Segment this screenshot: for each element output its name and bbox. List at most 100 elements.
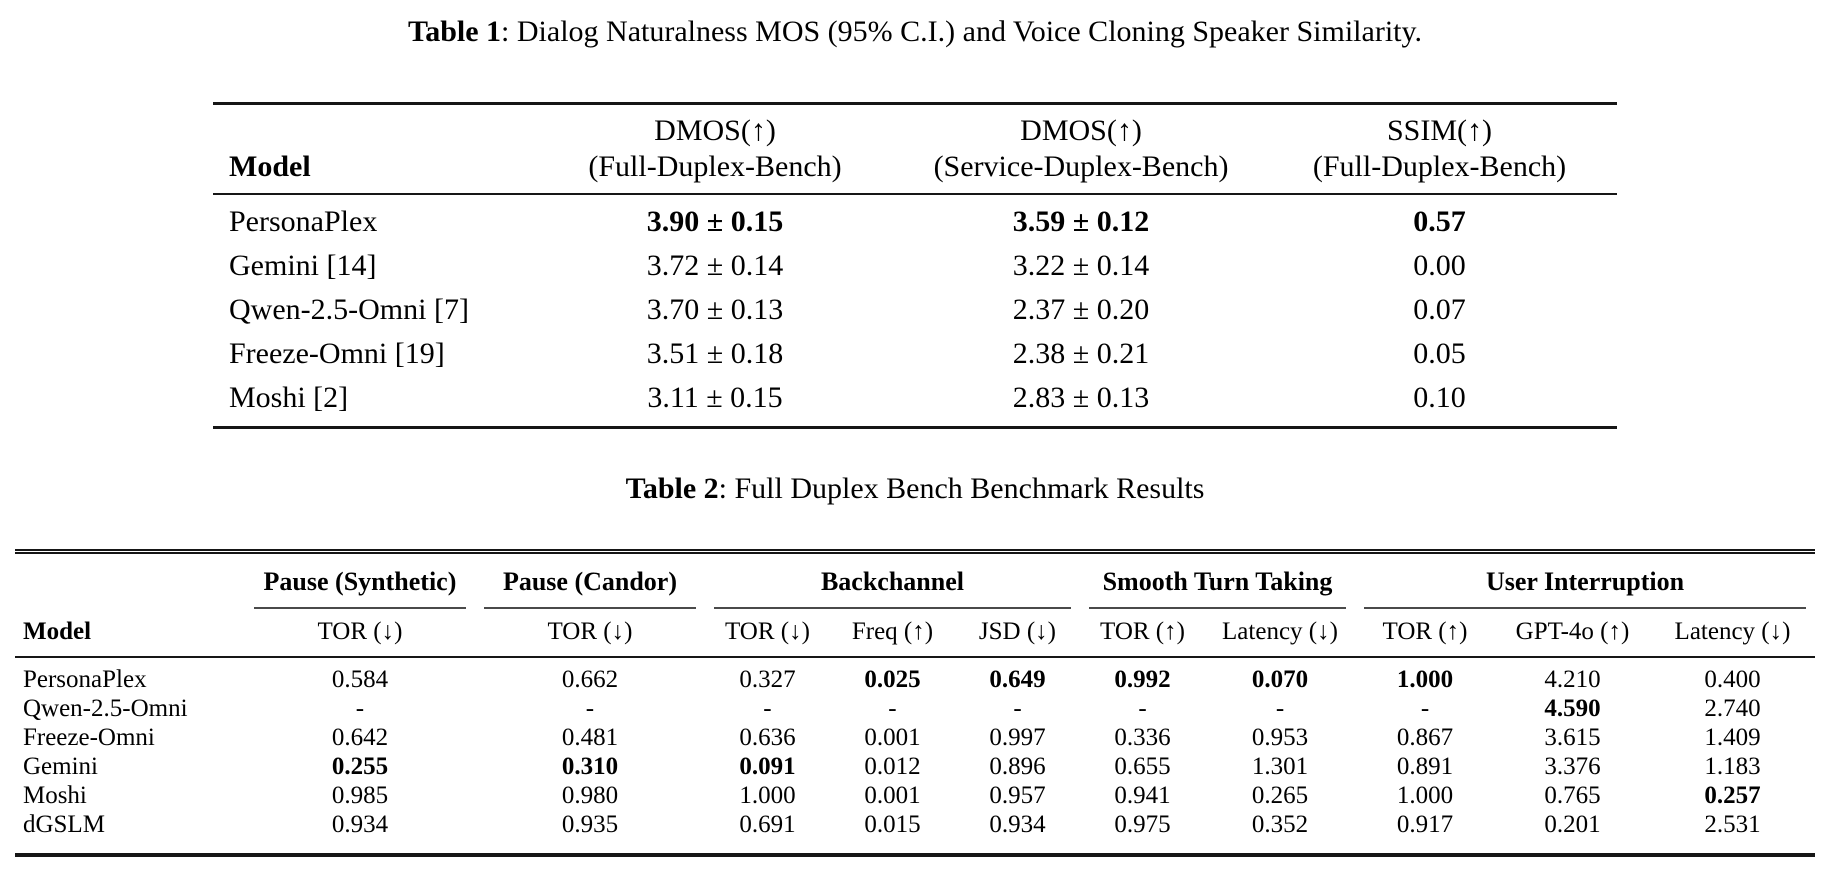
value-cell: -	[1275, 695, 1285, 722]
value-cell: 2.531	[1704, 811, 1761, 838]
value-cell: 0.310	[561, 753, 619, 780]
value-cell: 0.980	[561, 782, 619, 809]
table2-subheader-tor-pause-candor: TOR (↓)	[474, 609, 705, 658]
value-cell: 3.70 ± 0.13	[646, 293, 784, 326]
value-cell: 0.255	[331, 753, 389, 780]
value-cell: -	[1420, 695, 1430, 722]
value-cell: 0.481	[561, 724, 619, 751]
table1-header-col-dmos-sdb: DMOS(↑) (Service-Duplex-Bench)	[900, 103, 1262, 195]
table2-group-pause-synthetic-label: Pause (Synthetic)	[253, 566, 466, 609]
table1-col2-metric: DMOS(↑)	[1020, 114, 1142, 147]
table2-group-empty-cell	[15, 552, 245, 610]
table2-subheader-gpt4o: GPT-4o (↑)	[1494, 609, 1650, 658]
value-cell: 1.000	[739, 782, 796, 809]
table2-group-pause-candor-label: Pause (Candor)	[483, 566, 696, 609]
table1-header-col-ssim: SSIM(↑) (Full-Duplex-Bench)	[1262, 103, 1617, 195]
table2-group-smooth-turn-taking: Smooth Turn Taking	[1080, 552, 1355, 609]
table1-caption: Table 1: Dialog Naturalness MOS (95% C.I…	[0, 14, 1830, 50]
table-row: Qwen-2.5-Omni - - - - - - - - 4.590 2.740	[15, 694, 1815, 723]
table-row: Moshi 0.985 0.980 1.000 0.001 0.957 0.941 0.265…	[15, 781, 1815, 810]
table1-col1-metric: DMOS(↑)	[654, 114, 776, 147]
value-cell: 0.070	[1251, 666, 1309, 693]
value-cell: 0.57	[1413, 205, 1466, 238]
value-cell: 0.015	[864, 811, 921, 838]
value-cell: 0.091	[739, 753, 796, 780]
value-cell: -	[1013, 695, 1022, 722]
value-cell: 0.336	[1114, 724, 1171, 751]
value-cell: 0.025	[864, 666, 921, 693]
value-cell: 1.409	[1704, 724, 1761, 751]
value-cell: 0.07	[1413, 293, 1466, 326]
value-cell: -	[1138, 695, 1147, 722]
value-cell: 0.997	[989, 724, 1046, 751]
model-name-cell: Moshi	[22, 782, 87, 809]
table2-group-user-interruption: User Interruption	[1355, 552, 1815, 609]
table2-subheader-latency-stt: Latency (↓)	[1204, 609, 1355, 658]
table1-caption-text: : Dialog Naturalness MOS (95% C.I.) and …	[501, 15, 1423, 48]
table-row: Freeze-Omni 0.642 0.481 0.636 0.001 0.997 0.33…	[15, 723, 1815, 752]
table1-header: Model DMOS(↑) (Full-Duplex-Bench) DMOS(↑…	[213, 103, 1617, 195]
value-cell: 0.655	[1114, 753, 1171, 780]
table1-caption-label: Table 1	[407, 15, 502, 48]
table2-subheader-tor-pause-synthetic: TOR (↓)	[244, 609, 475, 658]
table2-subheader-tor-ui: TOR (↑)	[1354, 609, 1495, 658]
table2-group-smooth-turn-taking-label: Smooth Turn Taking	[1088, 566, 1346, 609]
table1-header-model: Model	[213, 103, 530, 195]
table1-header-row: Model DMOS(↑) (Full-Duplex-Bench) DMOS(↑…	[213, 103, 1617, 195]
value-cell: 0.012	[864, 753, 921, 780]
value-cell: 3.376	[1544, 753, 1601, 780]
model-name-cell: PersonaPlex	[229, 205, 378, 238]
value-cell: 2.37 ± 0.20	[1012, 293, 1150, 326]
table1: Model DMOS(↑) (Full-Duplex-Bench) DMOS(↑…	[213, 102, 1617, 429]
table2-subheader-latency-ui: Latency (↓)	[1649, 609, 1816, 658]
value-cell: 0.891	[1396, 753, 1454, 780]
value-cell: 0.636	[739, 724, 796, 751]
table1-col1-bench: (Full-Duplex-Bench)	[588, 150, 842, 183]
value-cell: 1.183	[1704, 753, 1761, 780]
value-cell: 0.662	[561, 666, 619, 693]
value-cell: 1.000	[1396, 666, 1454, 693]
value-cell: 0.935	[561, 811, 619, 838]
value-cell: 0.400	[1704, 666, 1761, 693]
table1-col3-metric: SSIM(↑)	[1386, 114, 1492, 147]
value-cell: 3.615	[1544, 724, 1601, 751]
value-cell: 0.327	[739, 666, 796, 693]
value-cell: 0.985	[331, 782, 389, 809]
table1-model-header-label: Model	[229, 150, 311, 183]
table2-group-user-interruption-label: User Interruption	[1363, 566, 1807, 609]
table2-subheader-model: Model	[14, 609, 245, 658]
value-cell: 0.975	[1114, 811, 1171, 838]
value-cell: 4.590	[1544, 695, 1601, 722]
value-cell: 3.22 ± 0.14	[1012, 249, 1150, 282]
table2-subheader-freq: Freq (↑)	[829, 609, 955, 658]
table2-caption-label: Table 2	[625, 472, 719, 505]
value-cell: 1.000	[1396, 782, 1454, 809]
model-name-cell: dGSLM	[22, 811, 105, 838]
value-cell: -	[355, 695, 365, 722]
table-row: PersonaPlex 3.90 ± 0.15 3.59 ± 0.12 0.57	[213, 194, 1617, 244]
value-cell: -	[888, 695, 897, 722]
value-cell: -	[585, 695, 595, 722]
model-name-cell: Gemini	[22, 753, 98, 780]
table2-subheader-tor-stt: TOR (↑)	[1079, 609, 1205, 658]
model-name-cell: Freeze-Omni	[22, 724, 155, 751]
model-name-cell: Gemini [14]	[229, 249, 377, 282]
table1-body: PersonaPlex 3.90 ± 0.15 3.59 ± 0.12 0.57 Gem…	[213, 194, 1617, 428]
value-cell: 0.001	[864, 782, 921, 809]
table2: Pause (Synthetic) Pause (Candor) Backcha…	[14, 549, 1816, 857]
table-row: Qwen-2.5-Omni [7] 3.70 ± 0.13 2.37 ± 0.20 0…	[213, 288, 1617, 332]
table1-col2-bench: (Service-Duplex-Bench)	[933, 150, 1229, 183]
table-row: Gemini [14] 3.72 ± 0.14 3.22 ± 0.14 0.00	[213, 244, 1617, 288]
table2-caption-text: : Full Duplex Bench Benchmark Results	[718, 472, 1205, 505]
table1-header-col-dmos-fdb: DMOS(↑) (Full-Duplex-Bench)	[530, 103, 900, 195]
value-cell: 3.11 ± 0.15	[647, 381, 783, 414]
value-cell: 0.934	[989, 811, 1046, 838]
table-row: Gemini 0.255 0.310 0.091 0.012 0.896 0.655 1.30…	[15, 752, 1815, 781]
table2-subheader-row: Model TOR (↓) TOR (↓) TOR (↓) Freq (↑) J…	[14, 609, 1816, 658]
table2-group-pause-synthetic: Pause (Synthetic)	[245, 552, 475, 609]
value-cell: 0.691	[739, 811, 796, 838]
value-cell: 0.917	[1396, 811, 1454, 838]
model-name-cell: Qwen-2.5-Omni [7]	[229, 293, 469, 326]
table2-subheader-tor-backchannel: TOR (↓)	[704, 609, 830, 658]
